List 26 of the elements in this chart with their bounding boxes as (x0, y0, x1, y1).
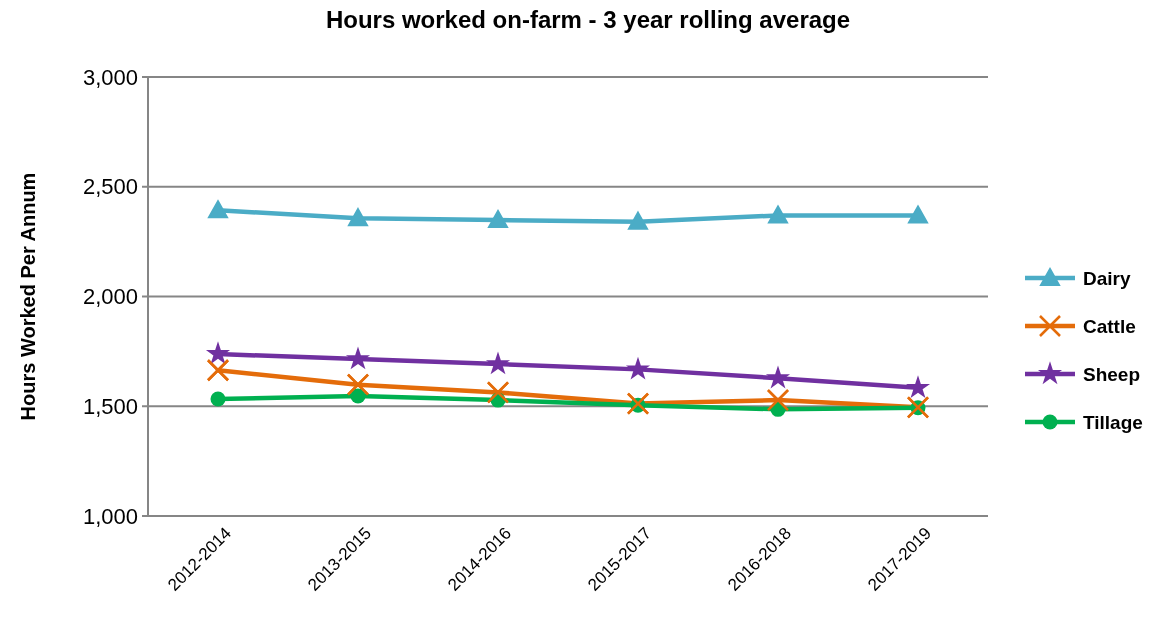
point (488, 210, 508, 229)
y-tick-label: 2,000 (82, 284, 138, 310)
y-axis-title: Hours Worked Per Annum (17, 172, 39, 421)
legend-label: Cattle (1083, 315, 1136, 337)
y-tick-label: 1,500 (82, 393, 138, 419)
point (350, 388, 366, 404)
point (905, 375, 931, 399)
point (206, 359, 230, 382)
legend-label: Dairy (1083, 267, 1131, 289)
point (628, 211, 648, 230)
point (205, 341, 231, 365)
legend-label: Sheep (1083, 363, 1141, 385)
y-tick-label: 2,500 (82, 174, 138, 200)
point (348, 208, 368, 227)
point (210, 391, 226, 407)
point (485, 351, 511, 375)
point (908, 205, 928, 224)
legend-label: Tillage (1083, 411, 1143, 433)
point (765, 365, 791, 389)
y-tick-label: 3,000 (82, 64, 138, 90)
y-tick-label: 1,000 (82, 503, 138, 529)
chart-title: Hours worked on-farm - 3 year rolling average (325, 6, 851, 33)
point (625, 356, 651, 380)
point (768, 205, 788, 224)
point (345, 346, 371, 370)
point (208, 200, 228, 219)
